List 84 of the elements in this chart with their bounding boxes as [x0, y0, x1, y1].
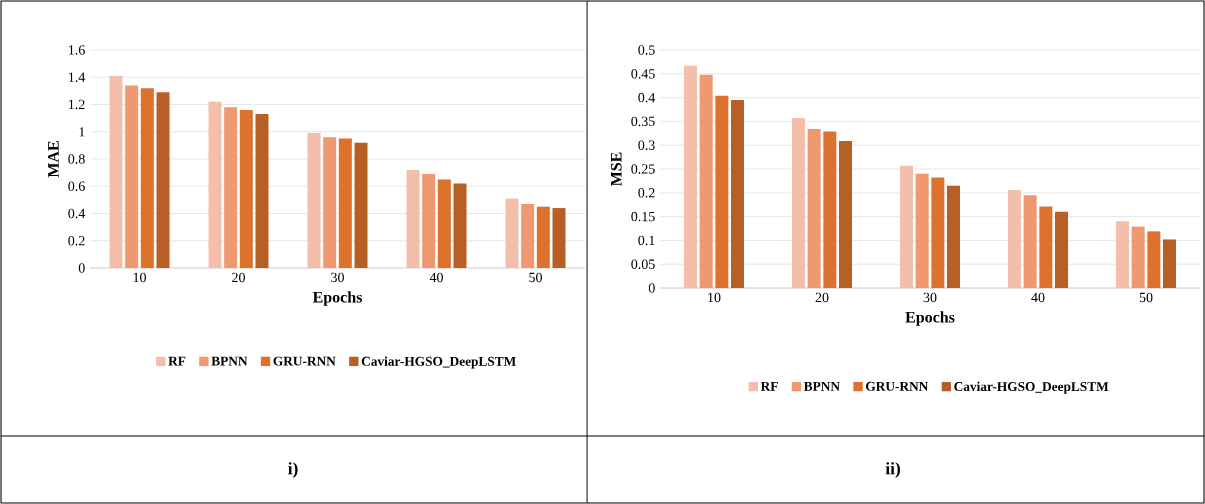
x-tick-label: 20 — [232, 272, 245, 283]
text: ii) — [885, 462, 900, 478]
y-tick-label: 1.2 — [69, 99, 85, 110]
y-tick-label: 0.2 — [638, 188, 655, 198]
bar — [354, 142, 368, 268]
legend-label: Caviar-HGSO_DeepLSTM — [954, 381, 1109, 394]
y-tick-label: 0.1 — [638, 235, 655, 246]
bar — [1055, 211, 1069, 288]
legend-label: GRU-RNN — [866, 381, 929, 391]
y-tick-label: 0.4 — [638, 92, 656, 103]
legend-label: RF — [760, 381, 778, 391]
bar — [1116, 221, 1130, 288]
bar — [208, 101, 222, 268]
bar — [125, 85, 139, 268]
bar — [1039, 206, 1053, 288]
bar — [731, 99, 745, 288]
bar — [1163, 239, 1177, 288]
bar — [1147, 231, 1161, 288]
bar — [807, 129, 821, 288]
bar — [684, 65, 698, 288]
y-tick-label: 0.35 — [631, 116, 655, 127]
x-axis-title: Epochs — [312, 291, 363, 306]
x-tick-label: 10 — [708, 292, 721, 303]
x-tick-label: 10 — [133, 272, 146, 283]
x-tick-label: 50 — [529, 272, 542, 283]
bar — [323, 137, 337, 268]
y-tick-label: 0.6 — [68, 181, 85, 191]
x-tick-label: 20 — [815, 292, 829, 303]
bar — [307, 133, 321, 268]
bar — [224, 107, 238, 268]
y-tick-label: 0.5 — [638, 45, 655, 55]
y-tick-label: 0.45 — [631, 69, 655, 79]
bar — [1023, 195, 1037, 288]
bar — [900, 165, 914, 288]
bar — [521, 203, 535, 268]
y-tick-label: 0.25 — [631, 164, 655, 174]
bar — [505, 198, 519, 268]
y-tick-label: 1.6 — [69, 45, 85, 55]
bar — [156, 92, 170, 268]
bar — [947, 185, 961, 288]
legend-label: BPNN — [211, 356, 248, 366]
bar — [536, 206, 550, 268]
bar — [453, 183, 467, 268]
bar — [140, 88, 154, 268]
bar — [715, 95, 729, 288]
y-tick-label: 0.3 — [638, 140, 655, 150]
y-tick-label: 1.4 — [69, 72, 86, 82]
bar — [823, 131, 837, 288]
x-tick-label: 40 — [1031, 292, 1045, 303]
y-tick-label: 0 — [648, 283, 655, 293]
x-axis-title: Epochs — [905, 311, 955, 326]
bar — [422, 173, 436, 268]
bar — [1008, 189, 1022, 288]
bar — [255, 114, 269, 268]
x-tick-label: 50 — [1139, 292, 1153, 303]
legend-label: BPNN — [803, 381, 840, 391]
y-tick-label: 0 — [78, 263, 85, 273]
y-tick-label: 0.2 — [68, 236, 85, 246]
bar — [839, 140, 853, 288]
y-axis-title: MSE — [610, 152, 622, 187]
y-tick-label: 1 — [79, 127, 85, 137]
bar — [406, 169, 420, 268]
y-axis-title: MAE — [48, 141, 59, 178]
bar — [239, 109, 253, 268]
bar — [1131, 226, 1145, 288]
x-tick-label: 30 — [331, 272, 344, 283]
bar — [792, 118, 806, 288]
bar — [699, 74, 713, 288]
bar — [552, 208, 566, 268]
bar — [109, 75, 123, 268]
text: i) — [288, 462, 298, 478]
y-tick-label: 0.15 — [631, 211, 655, 222]
bar — [915, 173, 929, 288]
y-tick-label: 0.8 — [68, 154, 85, 164]
bar — [931, 177, 945, 288]
y-tick-label: 0.05 — [631, 259, 655, 269]
legend-label: RF — [168, 356, 186, 366]
x-tick-label: 40 — [429, 272, 443, 283]
legend-label: Caviar-HGSO_DeepLSTM — [361, 356, 516, 369]
bar — [437, 179, 451, 268]
y-tick-label: 0.4 — [68, 208, 86, 219]
x-tick-label: 30 — [923, 292, 937, 303]
legend-label: GRU-RNN — [273, 356, 336, 366]
bar — [338, 138, 352, 268]
